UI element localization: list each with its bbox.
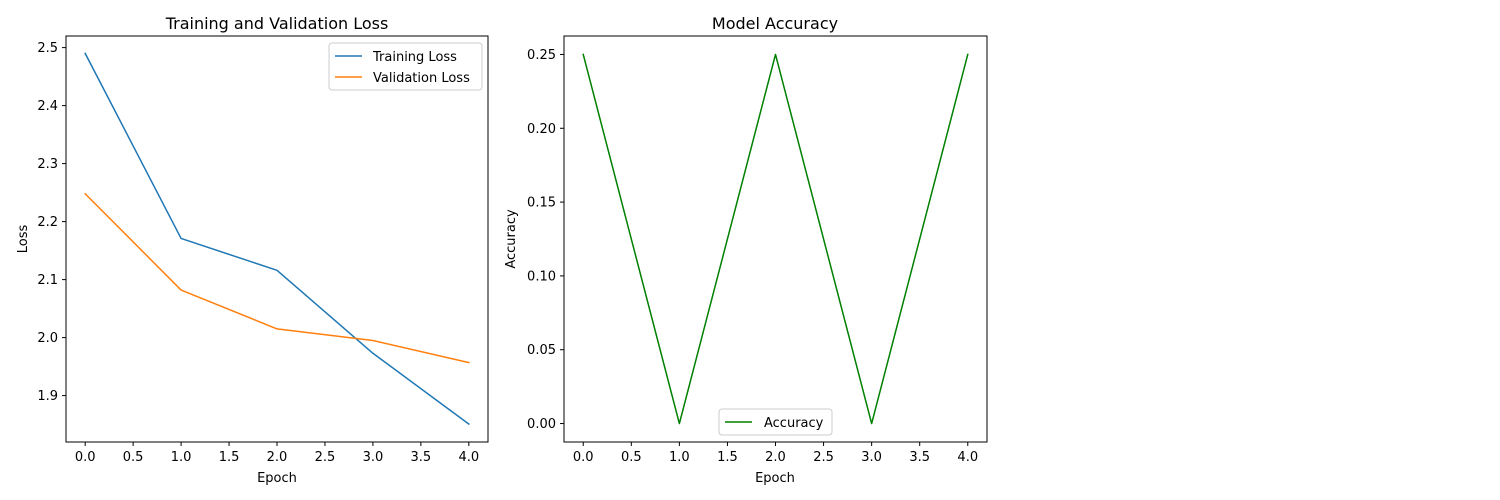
y-tick-label: 0.00 <box>527 417 556 432</box>
y-tick-label: 2.1 <box>37 273 58 288</box>
x-axis-label: Epoch <box>755 471 795 486</box>
y-tick-label: 0.25 <box>527 48 556 63</box>
y-axis-label: Loss <box>16 225 31 254</box>
x-tick-label: 3.0 <box>363 450 384 465</box>
x-tick-label: 3.0 <box>861 450 882 465</box>
y-tick-label: 2.2 <box>37 215 58 230</box>
plot-area <box>582 53 969 425</box>
x-tick-label: 2.5 <box>315 450 336 465</box>
x-tick-label: 3.5 <box>411 450 432 465</box>
chart-title: Model Accuracy <box>712 14 838 33</box>
x-axis-label: Epoch <box>257 471 297 486</box>
y-tick-label: 2.0 <box>37 331 58 346</box>
series-line-validation-loss <box>84 192 470 364</box>
y-tick-label: 2.4 <box>37 99 58 114</box>
x-tick-label: 2.5 <box>813 450 834 465</box>
legend: Accuracy <box>718 408 833 436</box>
y-axis-label: Accuracy <box>504 209 519 269</box>
legend-label-training-loss: Training Loss <box>372 50 457 65</box>
y-tick-label: 1.9 <box>37 389 58 404</box>
x-tick-label: 3.5 <box>909 450 930 465</box>
x-tick-label: 0.0 <box>573 450 594 465</box>
y-tick-label: 2.3 <box>37 157 58 172</box>
legend-label-accuracy: Accuracy <box>764 416 824 431</box>
x-tick-label: 1.5 <box>219 450 240 465</box>
plot-area <box>84 52 470 426</box>
x-tick-label: 1.5 <box>717 450 738 465</box>
x-tick-label: 2.0 <box>267 450 288 465</box>
legend-box <box>328 42 483 91</box>
y-tick-label: 0.15 <box>527 196 556 211</box>
series-line-training-loss <box>84 52 470 426</box>
y-tick-label: 2.5 <box>37 41 58 56</box>
x-tick-label: 0.0 <box>75 450 96 465</box>
legend-box <box>718 408 833 436</box>
x-tick-label: 0.5 <box>123 450 144 465</box>
series-line-accuracy <box>582 53 969 425</box>
legend-label-validation-loss: Validation Loss <box>373 71 470 86</box>
chart-accuracy: Model Accuracy Epoch Accuracy Accuracy 0… <box>504 14 988 486</box>
x-tick-label: 4.0 <box>957 450 978 465</box>
x-tick-label: 4.0 <box>458 450 479 465</box>
legend: Training Loss Validation Loss <box>328 42 483 91</box>
y-tick-label: 0.20 <box>527 122 556 137</box>
x-tick-label: 1.0 <box>669 450 690 465</box>
axes-frame <box>563 35 988 443</box>
chart-loss: Training and Validation Loss Epoch Loss … <box>16 14 489 486</box>
y-tick-label: 0.10 <box>527 269 556 284</box>
y-tick-label: 0.05 <box>527 343 556 358</box>
x-tick-label: 0.5 <box>621 450 642 465</box>
chart-title: Training and Validation Loss <box>165 14 389 33</box>
x-tick-label: 1.0 <box>171 450 192 465</box>
x-tick-label: 2.0 <box>765 450 786 465</box>
